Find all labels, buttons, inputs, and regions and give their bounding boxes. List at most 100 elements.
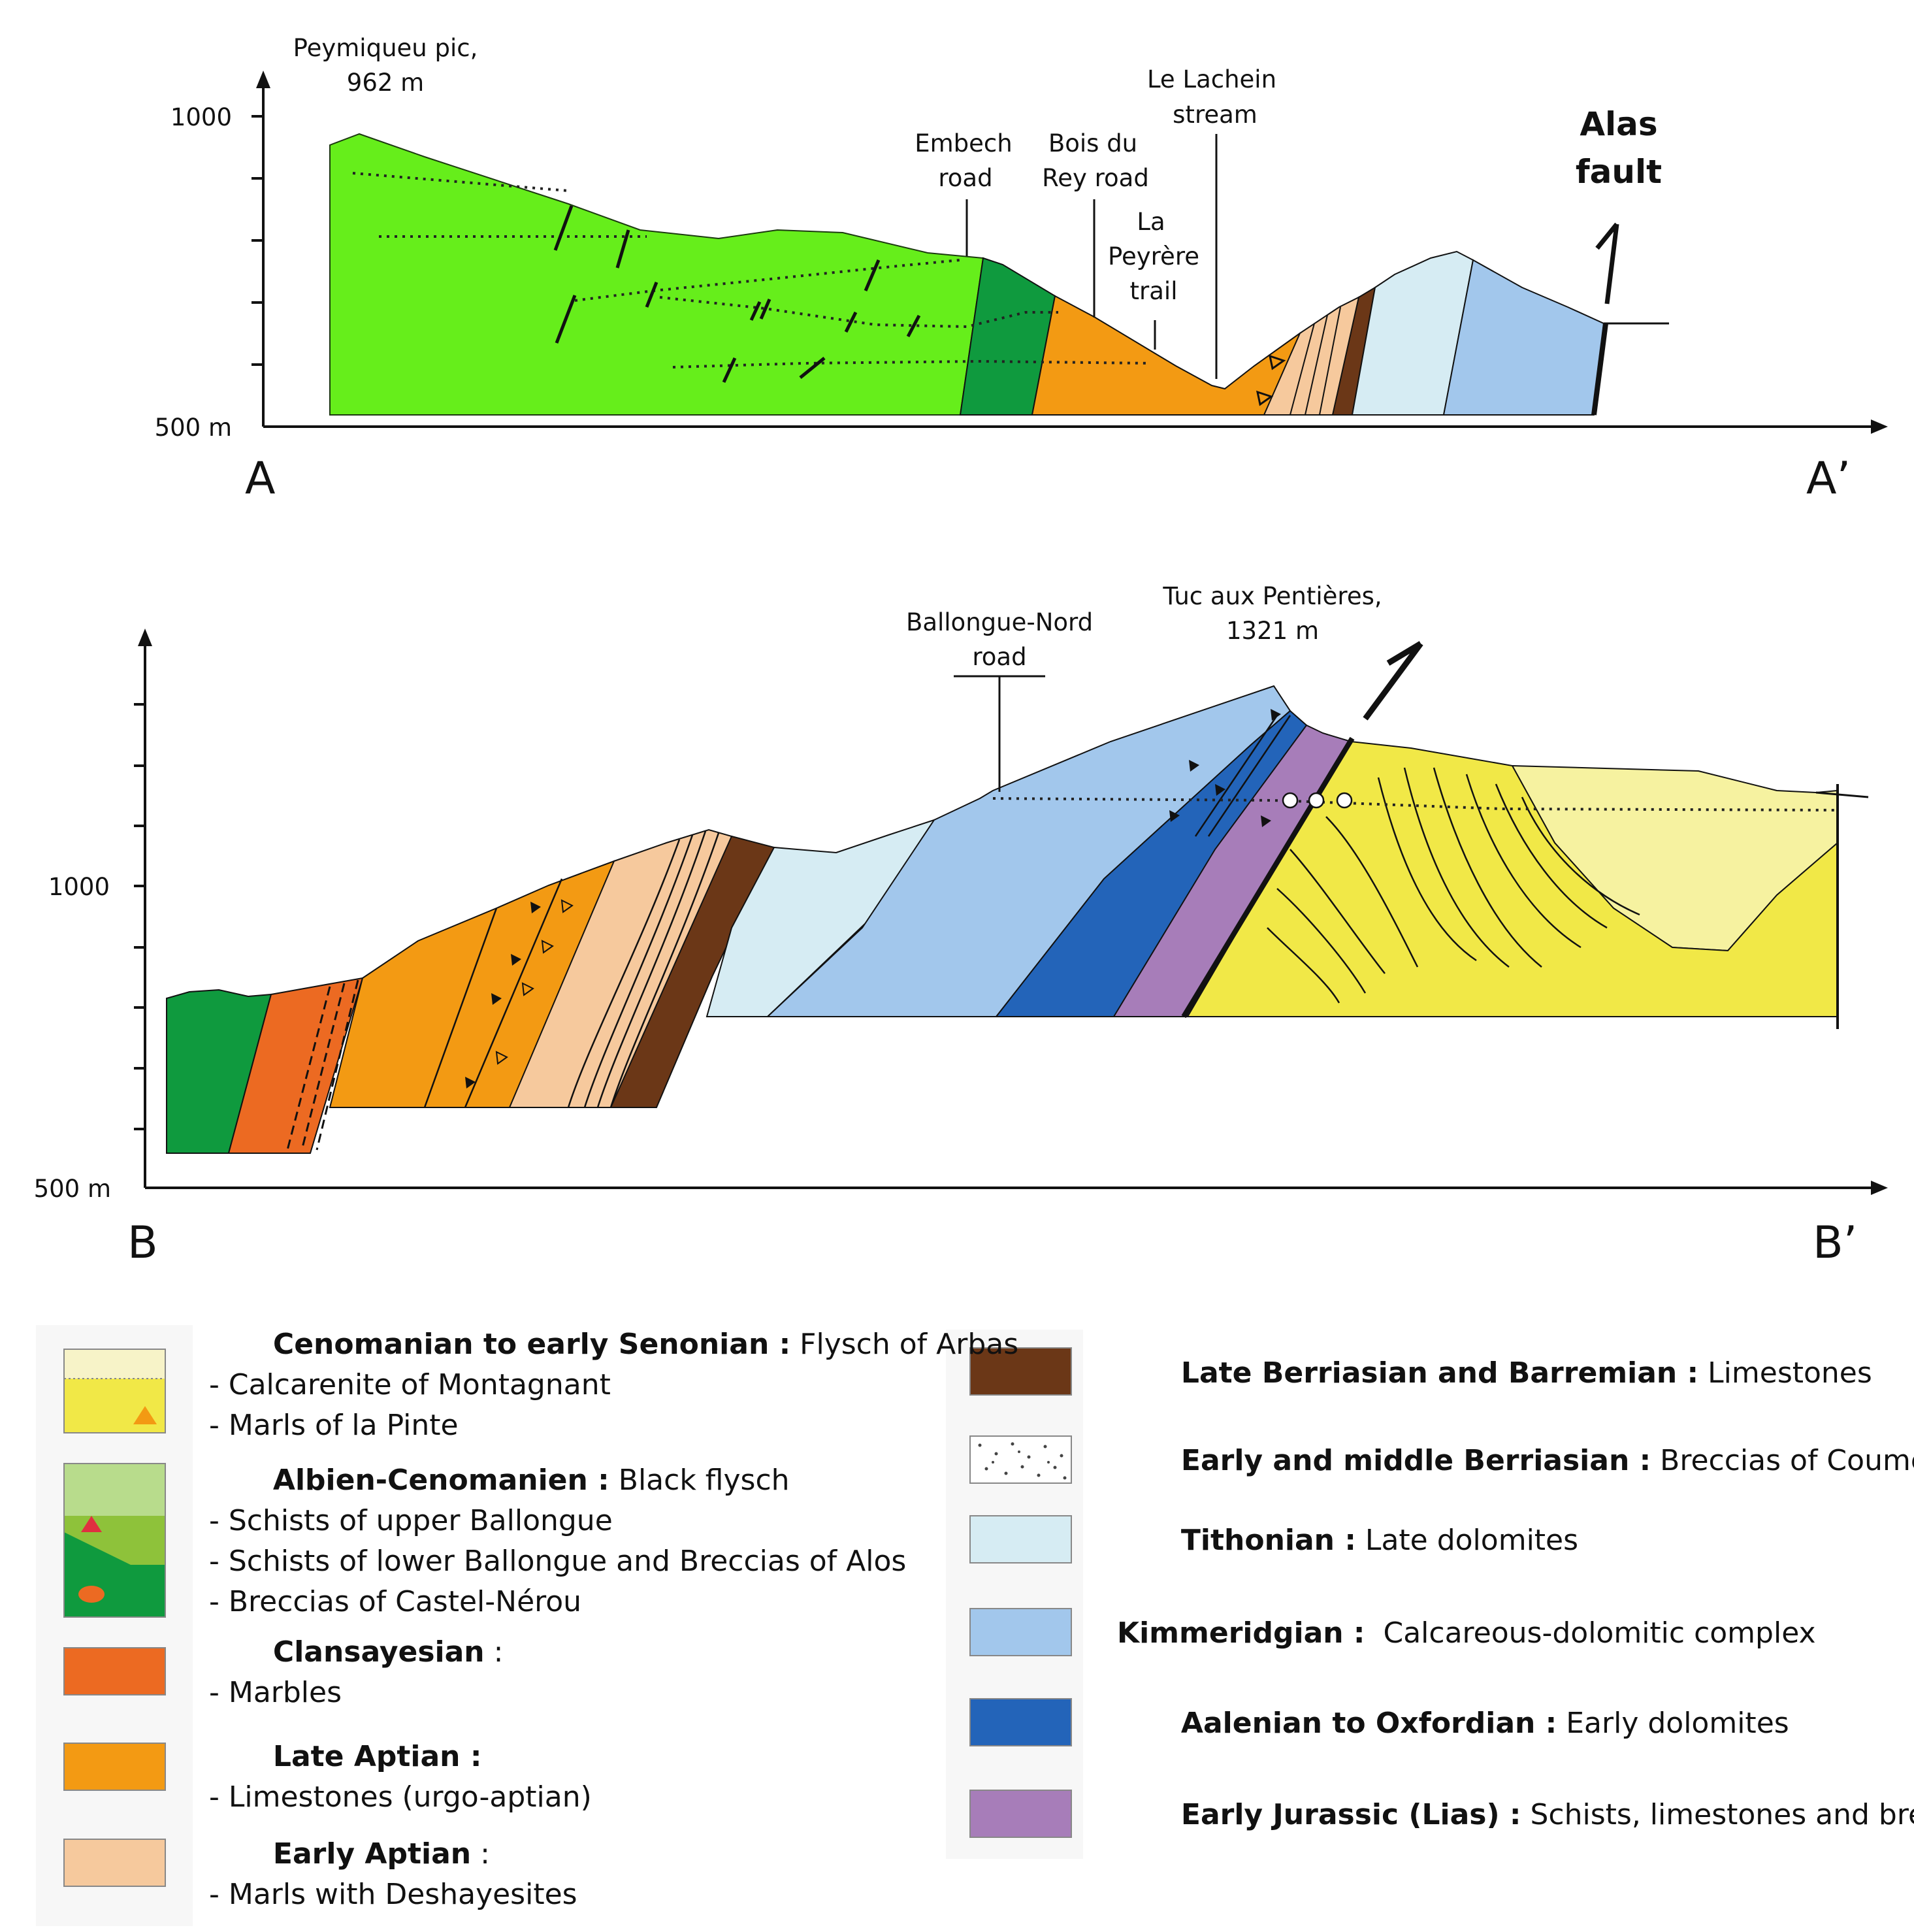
a-breccia-triangles xyxy=(1256,354,1286,406)
a-start-label: A xyxy=(245,453,276,504)
a-peyrere-la: La xyxy=(1137,208,1165,236)
legend-lias-title: Early Jurassic (Lias) : xyxy=(1181,1798,1521,1831)
b-minor-faults xyxy=(1194,715,1291,837)
b-flysch-bedding xyxy=(1267,767,1640,1004)
b-tuc-elevation: 1321 m xyxy=(1226,617,1319,645)
b-thrust-arrow-icon xyxy=(1363,641,1423,721)
b-marble-marks xyxy=(286,979,359,1151)
a-peyrere-trail: trail xyxy=(1130,277,1178,305)
b-main-thrust-line xyxy=(1181,736,1355,1019)
legend-swatch-clansayesian xyxy=(63,1647,166,1695)
legend-aalenian-text: Aalenian to Oxfordian : Early dolomites xyxy=(1117,1707,1835,1740)
a-bois-road: Rey road xyxy=(1042,164,1149,192)
section-b: 1000 500 m B B’ Ballongue-Nord road Tuc … xyxy=(34,582,1888,1269)
legend-berriasian-title: Late Berriasian and Barremian : xyxy=(1181,1356,1698,1390)
legend-coumette-desc: Breccias of Coumette xyxy=(1651,1444,1914,1477)
legend-swatch-cenomanian xyxy=(63,1349,166,1433)
a-lachein-stream: stream xyxy=(1173,101,1257,129)
b-ballongue-label: Ballongue-Nord xyxy=(906,608,1093,636)
legend-swatch-kimmeridgian xyxy=(969,1608,1072,1656)
legend-kimmeridgian-title: Kimmeridgian : xyxy=(1117,1616,1365,1650)
legend-clansayesian-line-1: - Marbles xyxy=(209,1676,342,1709)
legend-coumette-title: Early and middle Berriasian : xyxy=(1181,1444,1651,1477)
a-peak-label: Peymiqueu pic, xyxy=(293,34,478,62)
legend-swatch-albian xyxy=(63,1463,166,1618)
a-leader-lines xyxy=(965,134,1218,379)
b-tuc-label: Tuc aux Pentières, xyxy=(1162,582,1382,610)
legend-swatch-late-aptian xyxy=(63,1743,166,1791)
a-y-label-500: 500 m xyxy=(155,414,232,442)
legend-late-aptian-title: Late Aptian : xyxy=(273,1740,482,1773)
a-aptian-stripes xyxy=(1290,306,1341,416)
b-start-label: B xyxy=(127,1217,158,1269)
legend-clansayesian-title: Clansayesian xyxy=(273,1635,485,1669)
b-breccia-open-triangles xyxy=(495,899,574,1065)
legend-lias-text: Early Jurassic (Lias) : Schists, limesto… xyxy=(1117,1798,1914,1831)
legend-albian-line-2: - Schists of lower Ballongue and Breccia… xyxy=(209,1545,906,1578)
a-embech-label: Embech xyxy=(915,129,1012,157)
b-aptian-bedding xyxy=(423,830,720,1108)
legend-clansayesian-desc: : xyxy=(485,1635,504,1669)
legend-early-aptian-heading: Early Aptian : xyxy=(209,1837,536,1871)
a-embech-road: road xyxy=(938,164,992,192)
legend-tithonian-title: Tithonian : xyxy=(1181,1524,1356,1557)
b-end-label: B’ xyxy=(1813,1217,1857,1269)
legend-clansayesian-heading: Clansayesian : xyxy=(209,1635,549,1669)
legend-tithonian-desc: Late dolomites xyxy=(1356,1524,1578,1557)
legend-albian-heading: Albien-Cenomanien : Black flysch xyxy=(209,1464,835,1497)
b-leader-lines xyxy=(954,675,1045,792)
b-albian-dark-layer xyxy=(166,989,272,1154)
a-albian-light-layer xyxy=(329,133,984,416)
a-fault-arrow-icon xyxy=(1595,222,1619,304)
legend-right-panel-bg xyxy=(946,1330,1083,1859)
legend-albian-line-3: - Breccias of Castel-Nérou xyxy=(209,1585,581,1618)
legend-swatch-early-aptian xyxy=(63,1839,166,1887)
legend-lias-desc: Schists, limestones and breccias xyxy=(1521,1798,1914,1831)
legend: Cenomanian to early Senonian : Flysch of… xyxy=(36,1325,1914,1926)
a-alas-fault-line xyxy=(1591,323,1608,416)
legend-early-aptian-desc: : xyxy=(471,1837,490,1871)
legend-albian-line-1: - Schists of upper Ballongue xyxy=(209,1504,613,1537)
b-y-label-1000: 1000 xyxy=(48,873,110,901)
a-axes xyxy=(251,71,1888,434)
legend-swatch-berriasian-barremian xyxy=(969,1347,1072,1396)
legend-late-aptian-heading: Late Aptian : xyxy=(209,1740,527,1773)
legend-kimmeridgian-text: Kimmeridgian : Calcareous-dolomitic comp… xyxy=(1117,1616,1816,1650)
legend-cenomanian-desc: Flysch of Arbas xyxy=(790,1328,1018,1361)
legend-tithonian-text: Tithonian : Late dolomites xyxy=(1117,1524,1624,1557)
a-tithonian-layer xyxy=(1351,250,1474,416)
b-breccia-triangles xyxy=(465,709,1281,1089)
legend-albian-title: Albien-Cenomanien : xyxy=(273,1464,609,1497)
legend-cenomanian-line-2: - Marls of la Pinte xyxy=(209,1409,459,1442)
legend-coumette-text: Early and middle Berriasian : Breccias o… xyxy=(1117,1444,1914,1477)
legend-aalenian-title: Aalenian to Oxfordian : xyxy=(1181,1707,1557,1740)
a-peyrere-name: Peyrère xyxy=(1108,242,1199,270)
b-cenomanian-flysch-layer xyxy=(1186,740,1838,1017)
legend-kimmeridgian-desc: Calcareous-dolomitic complex xyxy=(1365,1616,1816,1650)
legend-swatch-aalenian xyxy=(969,1698,1072,1746)
b-axes xyxy=(134,629,1888,1195)
a-y-label-1000: 1000 xyxy=(170,103,232,131)
a-alas-label: Alas xyxy=(1580,105,1657,143)
b-sample-circles xyxy=(1282,792,1353,809)
legend-aalenian-desc: Early dolomites xyxy=(1557,1707,1789,1740)
legend-cenomanian-heading: Cenomanian to early Senonian : Flysch of… xyxy=(209,1328,1064,1361)
legend-early-aptian-title: Early Aptian xyxy=(273,1837,471,1871)
a-bois-label: Bois du xyxy=(1048,129,1137,157)
a-alas-fault: fault xyxy=(1576,153,1662,191)
section-a: 1000 500 m A A’ Peymiqueu pic, 962 m Emb… xyxy=(155,34,1888,504)
a-end-label: A’ xyxy=(1806,453,1851,504)
b-ground-continuation xyxy=(1815,791,1869,798)
legend-early-aptian-line-1: - Marls with Deshayesites xyxy=(209,1878,577,1911)
legend-swatch-lias xyxy=(969,1790,1072,1838)
legend-late-aptian-line-1: - Limestones (urgo-aptian) xyxy=(209,1780,592,1814)
a-lachein-label: Le Lachein xyxy=(1147,65,1276,93)
legend-swatch-tithonian xyxy=(969,1515,1072,1564)
a-peak-elevation: 962 m xyxy=(347,69,424,97)
b-berriasian-layer xyxy=(609,835,775,1108)
a-fault-ticks xyxy=(553,205,921,384)
legend-cenomanian-title: Cenomanian to early Senonian : xyxy=(273,1328,790,1361)
legend-albian-desc: Black flysch xyxy=(609,1464,790,1497)
a-bedding-lines xyxy=(352,172,1150,368)
